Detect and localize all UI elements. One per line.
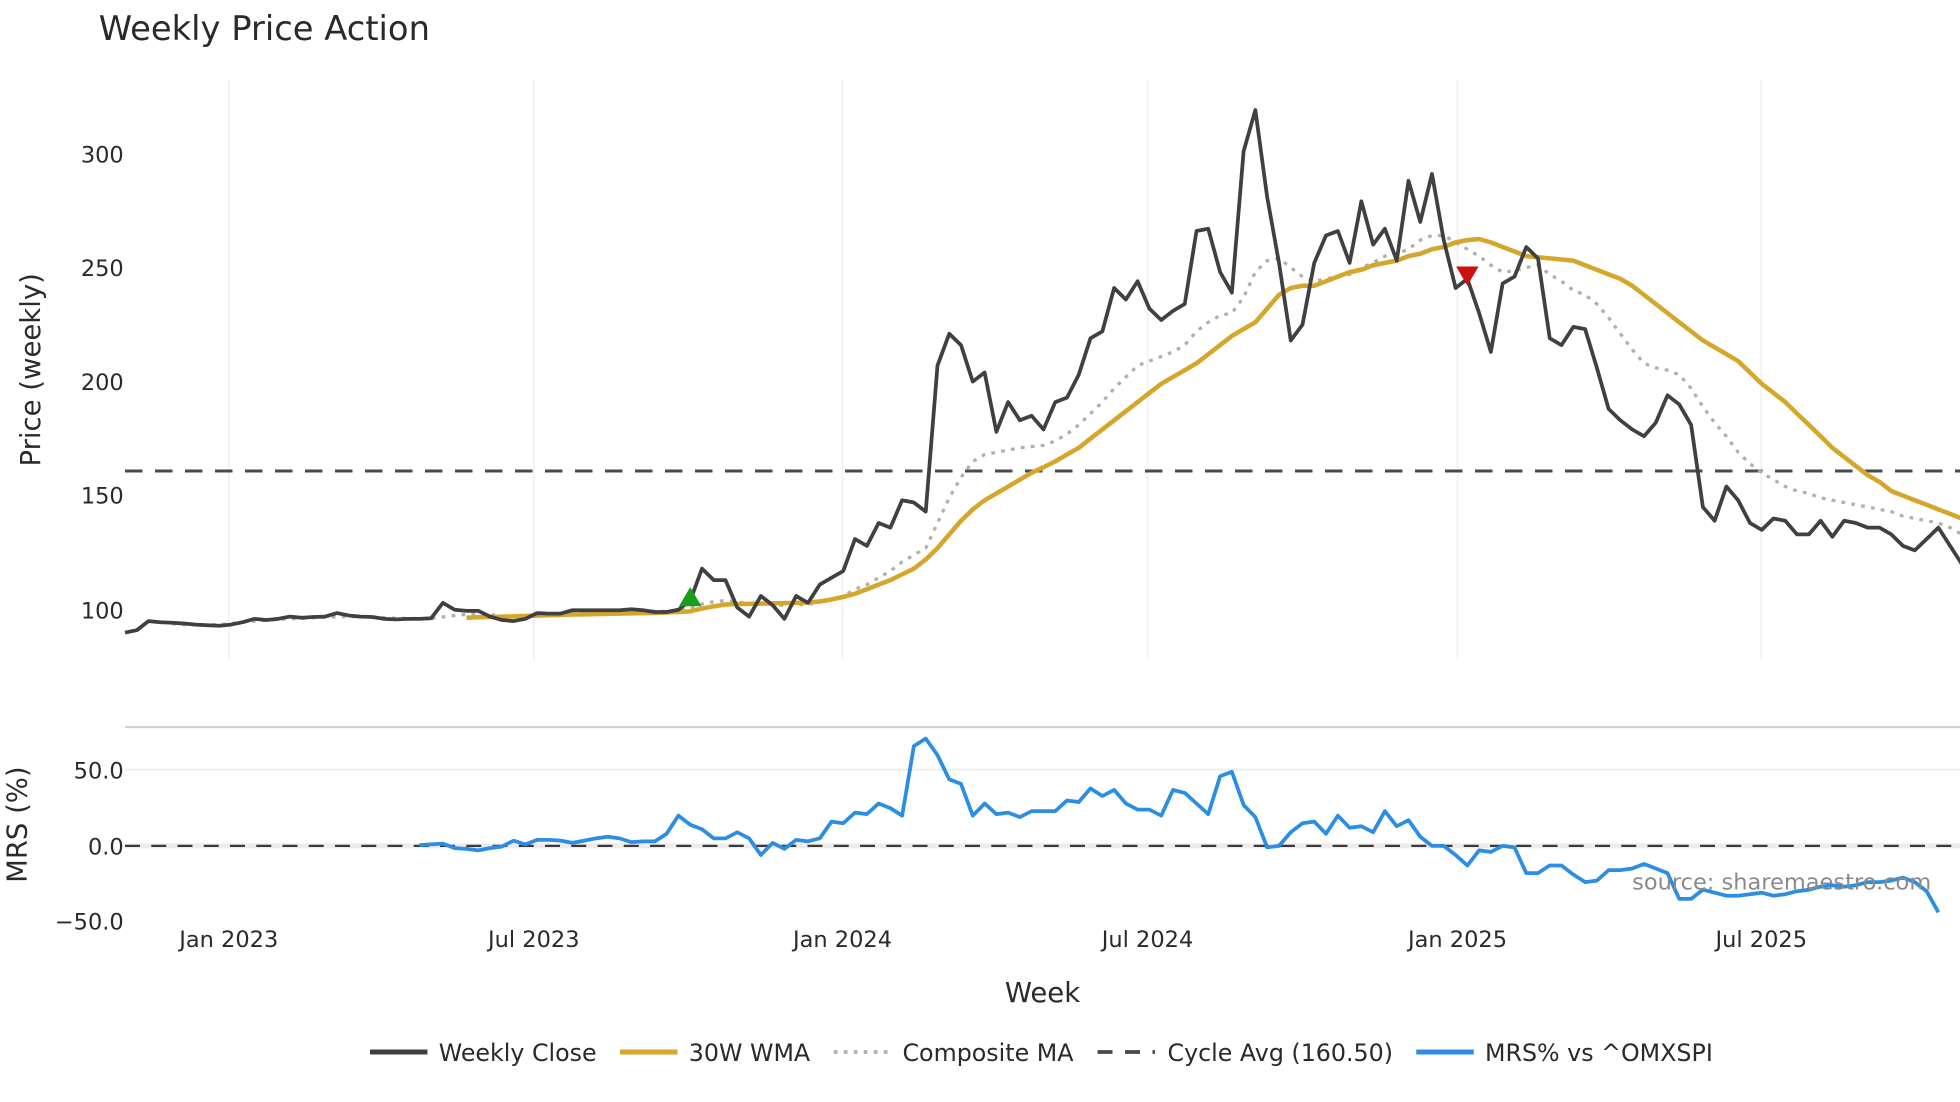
legend-label-mrs: MRS% vs ^OMXSPI xyxy=(1485,1039,1713,1067)
weekly-close-line xyxy=(124,108,1960,635)
chart-title: Weekly Price Action xyxy=(99,9,430,48)
price-y-axis-title: Price (weekly) xyxy=(15,273,47,466)
mrs-tick-0: 0.0 xyxy=(88,835,124,861)
legend-item-cycle-avg[interactable]: Cycle Avg (160.50) xyxy=(1097,1039,1394,1067)
price-y-ticks: 300 250 200 150 100 xyxy=(81,142,124,624)
composite-ma-line xyxy=(172,233,1960,627)
mrs-line xyxy=(419,736,1941,914)
legend-item-mrs[interactable]: MRS% vs ^OMXSPI xyxy=(1416,1039,1713,1067)
price-tick-100: 100 xyxy=(81,598,124,624)
legend: Weekly Close 30W WMA Composite MA Cycle … xyxy=(370,1039,1713,1067)
wma-30w-line xyxy=(466,236,1960,620)
legend-item-weekly-close[interactable]: Weekly Close xyxy=(370,1039,597,1067)
x-tick-jul-2024: Jul 2024 xyxy=(1100,927,1194,953)
legend-item-30w-wma[interactable]: 30W WMA xyxy=(620,1039,811,1067)
x-tick-jan-2024: Jan 2024 xyxy=(791,927,892,953)
legend-label-composite-ma: Composite MA xyxy=(903,1039,1075,1067)
x-axis-title: Week xyxy=(1005,977,1080,1009)
mrs-y-axis-title: MRS (%) xyxy=(1,766,33,883)
x-ticks: Jan 2023 Jul 2023 Jan 2024 Jul 2024 Jan … xyxy=(177,927,1807,953)
source-annotation: source: sharemaestro.com xyxy=(1632,870,1931,896)
price-gridlines xyxy=(227,79,1763,660)
legend-item-composite-ma[interactable]: Composite MA xyxy=(833,1039,1075,1067)
mrs-tick-minus-50: −50.0 xyxy=(55,910,124,936)
x-tick-jan-2025: Jan 2025 xyxy=(1406,927,1507,953)
price-tick-200: 200 xyxy=(81,370,124,396)
legend-label-30w-wma: 30W WMA xyxy=(689,1039,811,1067)
mrs-y-ticks: 50.0 0.0 −50.0 xyxy=(55,758,124,935)
price-tick-300: 300 xyxy=(81,142,124,168)
x-tick-jul-2025: Jul 2025 xyxy=(1713,927,1807,953)
x-tick-jan-2023: Jan 2023 xyxy=(177,927,278,953)
buy-signal-triangle-icon xyxy=(678,587,702,607)
sell-signal-triangle-icon xyxy=(1456,266,1479,286)
mrs-tick-50: 50.0 xyxy=(74,758,124,784)
price-tick-250: 250 xyxy=(81,256,124,282)
legend-label-weekly-close: Weekly Close xyxy=(439,1039,597,1067)
price-tick-150: 150 xyxy=(81,484,124,510)
x-tick-jul-2023: Jul 2023 xyxy=(486,927,580,953)
legend-label-cycle-avg: Cycle Avg (160.50) xyxy=(1168,1039,1394,1067)
